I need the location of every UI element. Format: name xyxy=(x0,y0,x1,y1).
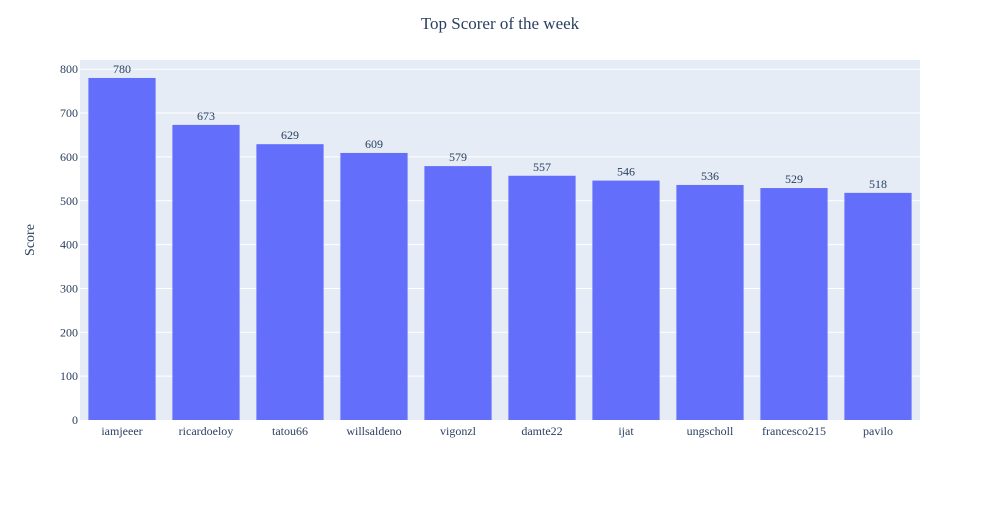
y-tick-label: 600 xyxy=(60,150,78,164)
bar-pavilo[interactable] xyxy=(844,192,912,420)
bar-ungscholl[interactable] xyxy=(676,184,744,420)
y-tick-label: 800 xyxy=(60,62,78,76)
bar-willsaldeno[interactable] xyxy=(340,152,408,420)
x-tick-label-damte22: damte22 xyxy=(521,424,562,438)
bar-iamjeeer[interactable] xyxy=(88,77,156,420)
y-tick-label: 500 xyxy=(60,194,78,208)
bar-damte22[interactable] xyxy=(508,175,576,420)
y-tick-label: 700 xyxy=(60,106,78,120)
data-labels: 780 673 629 609 579 557 546 536 529 518 xyxy=(113,62,887,191)
y-tick-label: 100 xyxy=(60,369,78,383)
x-tick-label-ricardoeloy: ricardoeloy xyxy=(179,424,234,438)
x-tick-labels: iamjeeer ricardoeloy tatou66 willsaldeno vig… xyxy=(101,424,893,438)
data-label-iamjeeer: 780 xyxy=(113,62,131,76)
data-label-francesco215: 529 xyxy=(785,172,803,186)
y-tick-label: 0 xyxy=(72,413,78,427)
y-tick-labels: 0 100 200 300 400 500 600 700 800 xyxy=(60,62,78,427)
data-label-ijat: 546 xyxy=(617,165,635,179)
bar-ricardoeloy[interactable] xyxy=(172,124,240,420)
data-label-willsaldeno: 609 xyxy=(365,137,383,151)
bar-tatou66[interactable] xyxy=(256,144,324,421)
x-tick-label-willsaldeno: willsaldeno xyxy=(346,424,401,438)
data-label-ungscholl: 536 xyxy=(701,169,719,183)
data-label-pavilo: 518 xyxy=(869,177,887,191)
y-axis-title: Score xyxy=(23,224,38,256)
bar-vigonzl[interactable] xyxy=(424,166,492,420)
data-label-ricardoeloy: 673 xyxy=(197,109,215,123)
x-tick-label-tatou66: tatou66 xyxy=(272,424,308,438)
bars xyxy=(88,77,912,421)
bar-francesco215[interactable] xyxy=(760,188,828,420)
data-label-vigonzl: 579 xyxy=(449,150,467,164)
chart-title: Top Scorer of the week xyxy=(420,14,580,33)
data-label-tatou66: 629 xyxy=(281,128,299,142)
y-tick-label: 400 xyxy=(60,238,78,252)
bar-ijat[interactable] xyxy=(592,180,660,420)
x-tick-label-vigonzl: vigonzl xyxy=(440,424,477,438)
x-tick-label-pavilo: pavilo xyxy=(863,424,893,438)
x-tick-label-iamjeeer: iamjeeer xyxy=(101,424,142,438)
x-tick-label-francesco215: francesco215 xyxy=(762,424,826,438)
y-tick-label: 300 xyxy=(60,281,78,295)
x-tick-label-ungscholl: ungscholl xyxy=(687,424,734,438)
data-label-damte22: 557 xyxy=(533,160,551,174)
x-tick-label-ijat: ijat xyxy=(618,424,634,438)
y-tick-label: 200 xyxy=(60,325,78,339)
